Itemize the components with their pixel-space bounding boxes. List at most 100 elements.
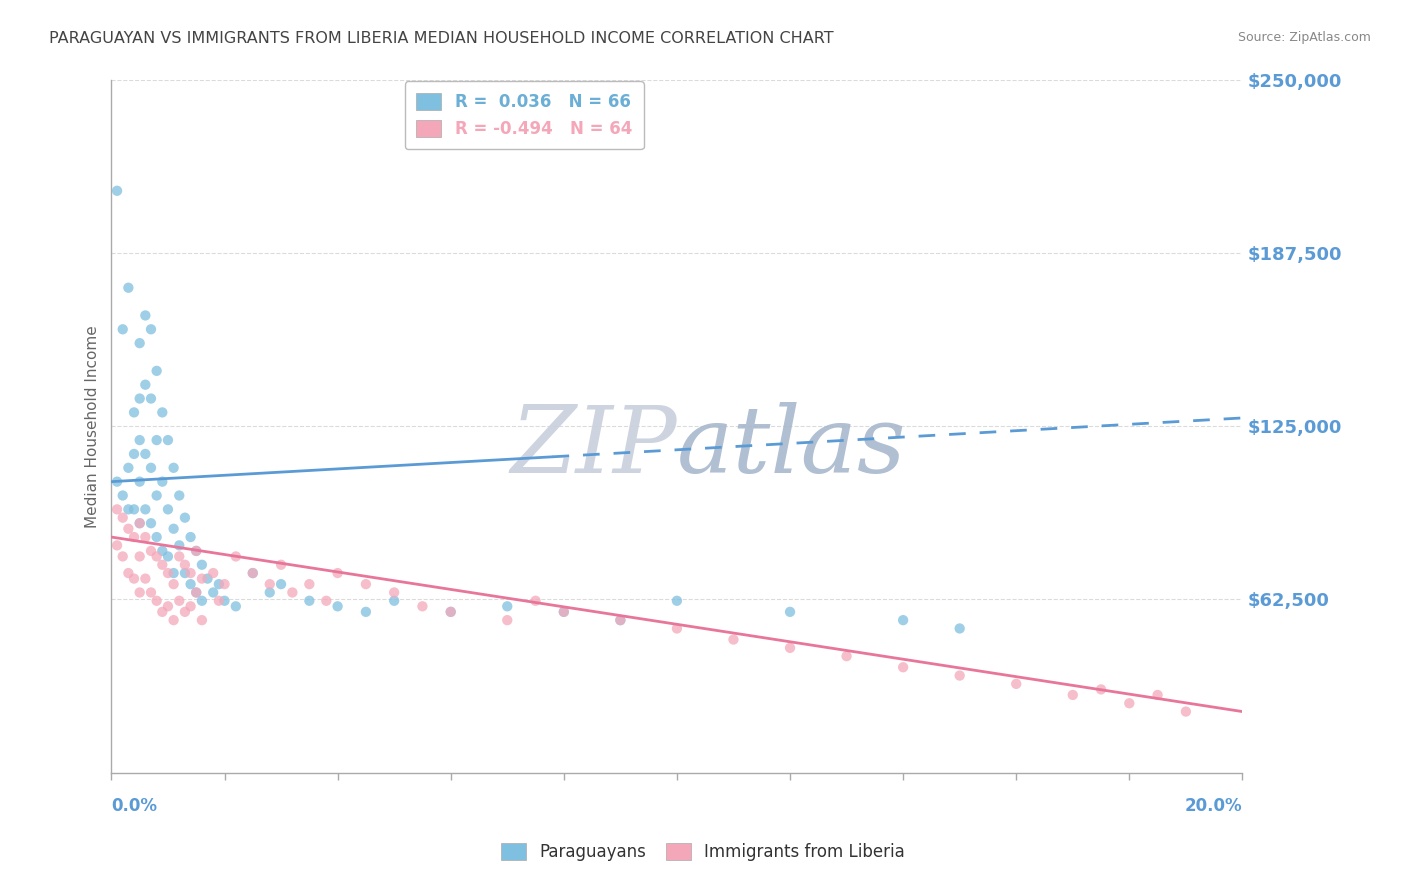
Point — [162, 613, 184, 627]
Point — [191, 572, 214, 586]
Point — [128, 336, 150, 351]
Point — [134, 530, 156, 544]
Point — [139, 544, 162, 558]
Point — [169, 488, 191, 502]
Point — [411, 599, 433, 614]
Text: 20.0%: 20.0% — [1185, 797, 1243, 814]
Point — [191, 558, 214, 572]
Point — [180, 530, 202, 544]
Point — [174, 510, 197, 524]
Point — [134, 502, 156, 516]
Point — [122, 405, 145, 419]
Point — [145, 433, 167, 447]
Point — [496, 599, 519, 614]
Point — [150, 405, 173, 419]
Point — [242, 566, 264, 580]
Point — [117, 566, 139, 580]
Point — [326, 566, 349, 580]
Point — [202, 585, 225, 599]
Point — [891, 660, 914, 674]
Point — [1090, 682, 1112, 697]
Point — [191, 594, 214, 608]
Point — [162, 460, 184, 475]
Legend: Paraguayans, Immigrants from Liberia: Paraguayans, Immigrants from Liberia — [494, 836, 912, 868]
Point — [128, 392, 150, 406]
Point — [197, 572, 219, 586]
Point — [174, 605, 197, 619]
Point — [169, 594, 191, 608]
Point — [382, 585, 405, 599]
Point — [191, 613, 214, 627]
Point — [134, 447, 156, 461]
Point — [156, 566, 179, 580]
Point — [281, 585, 304, 599]
Point — [1005, 677, 1028, 691]
Point — [162, 522, 184, 536]
Point — [111, 488, 134, 502]
Point — [156, 549, 179, 564]
Point — [259, 585, 281, 599]
Point — [1174, 705, 1197, 719]
Point — [186, 585, 208, 599]
Point — [723, 632, 745, 647]
Point — [665, 594, 688, 608]
Point — [949, 668, 972, 682]
Point — [139, 585, 162, 599]
Point — [145, 364, 167, 378]
Text: atlas: atlas — [676, 402, 907, 492]
Point — [553, 605, 575, 619]
Point — [298, 577, 321, 591]
Point — [134, 572, 156, 586]
Point — [779, 640, 801, 655]
Point — [105, 475, 128, 489]
Point — [111, 322, 134, 336]
Point — [186, 585, 208, 599]
Point — [1118, 696, 1140, 710]
Point — [665, 622, 688, 636]
Point — [354, 577, 377, 591]
Point — [128, 516, 150, 531]
Point — [145, 549, 167, 564]
Point — [150, 475, 173, 489]
Point — [326, 599, 349, 614]
Point — [609, 613, 631, 627]
Point — [214, 577, 236, 591]
Point — [949, 622, 972, 636]
Point — [553, 605, 575, 619]
Point — [117, 460, 139, 475]
Point — [270, 558, 292, 572]
Point — [180, 599, 202, 614]
Point — [156, 433, 179, 447]
Point — [105, 502, 128, 516]
Point — [139, 516, 162, 531]
Point — [128, 549, 150, 564]
Point — [122, 447, 145, 461]
Text: PARAGUAYAN VS IMMIGRANTS FROM LIBERIA MEDIAN HOUSEHOLD INCOME CORRELATION CHART: PARAGUAYAN VS IMMIGRANTS FROM LIBERIA ME… — [49, 31, 834, 46]
Point — [162, 566, 184, 580]
Point — [180, 577, 202, 591]
Point — [105, 184, 128, 198]
Point — [609, 613, 631, 627]
Point — [202, 566, 225, 580]
Point — [156, 502, 179, 516]
Point — [117, 281, 139, 295]
Point — [242, 566, 264, 580]
Legend: R =  0.036   N = 66, R = -0.494   N = 64: R = 0.036 N = 66, R = -0.494 N = 64 — [405, 81, 644, 149]
Point — [150, 605, 173, 619]
Text: 0.0%: 0.0% — [111, 797, 157, 814]
Point — [150, 558, 173, 572]
Point — [180, 566, 202, 580]
Point — [134, 309, 156, 323]
Point — [298, 594, 321, 608]
Point — [134, 377, 156, 392]
Point — [174, 566, 197, 580]
Point — [524, 594, 547, 608]
Point — [111, 549, 134, 564]
Point — [779, 605, 801, 619]
Point — [156, 599, 179, 614]
Point — [139, 322, 162, 336]
Point — [496, 613, 519, 627]
Point — [440, 605, 463, 619]
Point — [111, 510, 134, 524]
Point — [1146, 688, 1168, 702]
